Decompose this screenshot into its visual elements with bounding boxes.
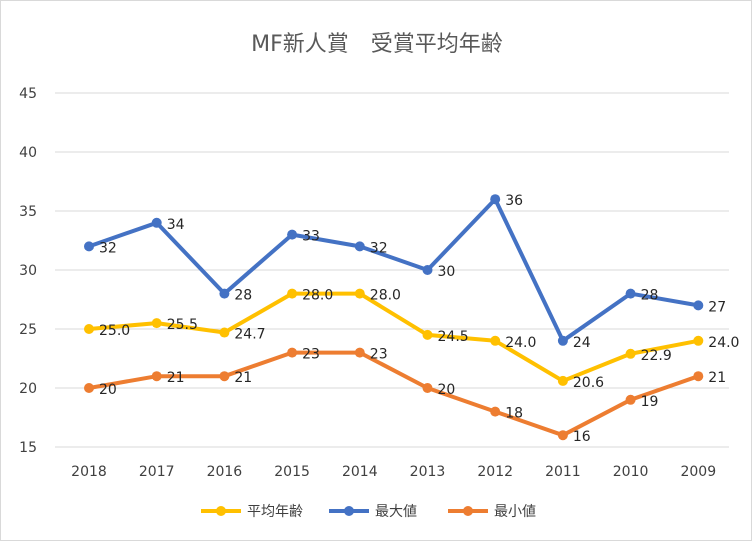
data-label: 32	[370, 240, 388, 256]
x-tick-label: 2017	[139, 464, 175, 480]
data-point	[625, 348, 636, 359]
data-point	[84, 241, 94, 252]
x-tick-label: 2016	[207, 464, 243, 480]
data-label: 20	[438, 382, 456, 398]
data-point	[693, 371, 704, 382]
x-tick-label: 2010	[613, 464, 649, 480]
y-axis: 15 20 25 30 35 40 45	[19, 86, 37, 456]
data-label: 20.6	[573, 375, 604, 391]
series-line-0	[87, 291, 701, 383]
data-point	[625, 288, 636, 299]
x-tick-label: 2012	[477, 464, 513, 480]
data-label: 30	[438, 264, 456, 280]
data-label: 28.0	[370, 288, 401, 304]
data-point	[557, 335, 568, 346]
data-label: 22.9	[641, 348, 672, 364]
x-axis: 2018 2017 2016 2015 2014 2013 2012 2011 2010 2009	[71, 464, 716, 480]
legend-label: 平均年齢	[247, 504, 303, 520]
data-label: 34	[167, 217, 185, 233]
x-tick-label: 2015	[274, 464, 310, 480]
data-label: 28	[234, 288, 252, 304]
grid-lines	[55, 92, 729, 448]
data-point	[219, 327, 230, 338]
data-point	[354, 347, 365, 358]
data-point	[490, 194, 501, 205]
data-label: 16	[573, 429, 591, 445]
data-label: 25.5	[167, 317, 198, 333]
data-point	[490, 406, 501, 417]
data-label: 24.5	[438, 329, 469, 345]
data-point	[422, 265, 433, 275]
data-point	[287, 347, 298, 358]
x-tick-label: 2014	[342, 464, 378, 480]
data-label: 33	[302, 229, 320, 245]
data-label: 32	[99, 240, 117, 256]
data-label: 20	[99, 382, 117, 398]
data-point	[151, 371, 162, 382]
x-tick-label: 2009	[680, 464, 716, 480]
data-label: 19	[641, 394, 659, 410]
y-tick-label: 40	[19, 145, 37, 161]
data-point	[219, 288, 230, 299]
data-label: 23	[370, 347, 388, 363]
legend-swatch-marker	[216, 506, 226, 516]
x-tick-label: 2013	[410, 464, 446, 480]
data-point	[151, 217, 162, 228]
y-tick-label: 25	[19, 322, 37, 338]
series-group	[84, 194, 704, 441]
data-label: 24.0	[708, 335, 739, 351]
data-label: 25.0	[99, 323, 130, 339]
legend-label: 最小値	[494, 504, 536, 520]
data-point	[287, 229, 298, 240]
chart-title: MF新人賞 受賞平均年齢	[251, 32, 503, 57]
data-label: 28.0	[302, 288, 333, 304]
x-tick-label: 2011	[545, 464, 581, 480]
x-tick-label: 2018	[71, 464, 107, 480]
data-point	[557, 430, 568, 441]
data-point	[422, 383, 433, 393]
data-point	[219, 371, 230, 382]
y-tick-label: 30	[19, 263, 37, 279]
data-label: 28	[641, 288, 659, 304]
data-point	[557, 375, 568, 386]
data-label: 18	[505, 406, 523, 422]
data-label: 24	[573, 335, 591, 351]
data-label: 27	[708, 299, 726, 315]
data-point	[151, 318, 162, 329]
y-tick-label: 20	[19, 381, 37, 397]
data-point	[354, 241, 365, 252]
data-label: 21	[234, 370, 252, 386]
series-line-1	[87, 197, 701, 343]
data-labels: 25.0 25.5 24.7 28.0 28.0 24.5 24.0 20.6 22.9 24.0…	[99, 193, 739, 445]
y-tick-label: 35	[19, 204, 37, 220]
data-label: 23	[302, 347, 320, 363]
data-point	[422, 329, 433, 340]
legend-label: 最大値	[375, 504, 417, 520]
y-tick-label: 45	[19, 86, 37, 102]
series-line-2	[87, 350, 701, 438]
data-point	[84, 383, 94, 393]
data-point	[287, 288, 298, 299]
y-tick-label: 15	[19, 440, 37, 456]
data-label: 21	[167, 370, 185, 386]
data-point	[693, 300, 704, 311]
data-label: 24.7	[234, 327, 265, 343]
data-point	[490, 335, 501, 346]
data-label: 36	[505, 193, 523, 209]
data-point	[354, 288, 365, 299]
legend-swatch-marker	[463, 506, 473, 516]
data-point	[625, 394, 636, 405]
data-label: 21	[708, 370, 726, 386]
legend: 平均年齢 最大値 最小値	[201, 504, 536, 520]
data-point	[84, 324, 94, 334]
data-label: 24.0	[505, 335, 536, 351]
data-point	[693, 335, 704, 346]
legend-swatch-marker	[344, 506, 354, 516]
